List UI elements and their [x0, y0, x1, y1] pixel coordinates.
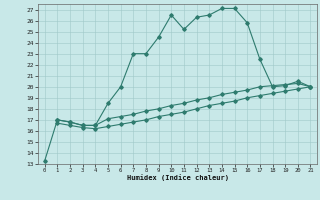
- X-axis label: Humidex (Indice chaleur): Humidex (Indice chaleur): [127, 175, 228, 181]
